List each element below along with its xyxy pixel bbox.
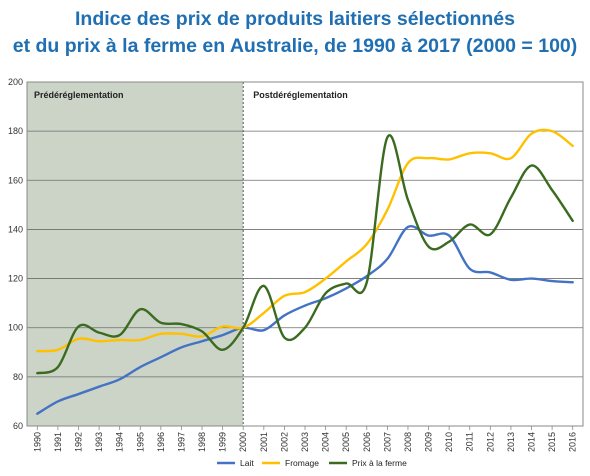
y-tick-label: 200 <box>8 77 23 87</box>
series-line-fromage <box>36 128 574 353</box>
x-tick-label: 2010 <box>444 432 454 452</box>
x-tick-label: 2012 <box>485 432 495 452</box>
y-tick-label: 160 <box>8 175 23 185</box>
x-tick-label: 1998 <box>197 432 207 452</box>
series-line-prix-la-ferme <box>36 134 574 375</box>
chart-title-block: Indice des prix de produits laitiers sél… <box>0 6 590 60</box>
x-tick-label: 2003 <box>300 432 310 452</box>
x-tick-label: 2015 <box>547 432 557 452</box>
x-tick-label: 1995 <box>135 432 145 452</box>
x-tick-label: 1993 <box>94 432 104 452</box>
legend-label: Fromage <box>285 458 319 468</box>
x-tick-label: 2009 <box>424 432 434 452</box>
series-line-lait <box>36 224 574 415</box>
x-tick-label: 1996 <box>156 432 166 452</box>
region-0 <box>27 82 244 426</box>
x-tick-label: 1990 <box>32 432 42 452</box>
region-label-pre: Prédéréglementation <box>34 90 124 100</box>
x-tick-label: 2002 <box>279 432 289 452</box>
x-tick-label: 1999 <box>218 432 228 452</box>
x-tick-label: 1994 <box>115 432 125 452</box>
x-tick-label: 2007 <box>382 432 392 452</box>
x-tick-label: 2011 <box>465 432 475 451</box>
chart-title: Indice des prix de produits laitiers sél… <box>75 8 515 30</box>
y-tick-label: 100 <box>8 323 23 333</box>
x-tick-label: 2006 <box>362 432 372 452</box>
x-tick-label: 2013 <box>506 432 516 452</box>
legend-label: Prix à la ferme <box>352 458 407 468</box>
x-tick-label: 2001 <box>259 432 269 452</box>
x-tick-label: 2014 <box>527 432 537 452</box>
region-label-post: Postdéréglementation <box>253 90 348 100</box>
x-tick-label: 1991 <box>53 432 63 452</box>
y-tick-label: 140 <box>8 224 23 234</box>
x-tick-label: 2008 <box>403 432 413 452</box>
x-tick-label: 2005 <box>341 432 351 452</box>
x-tick-label: 2016 <box>568 432 578 452</box>
y-tick-label: 120 <box>8 274 23 284</box>
y-tick-label: 180 <box>8 126 23 136</box>
x-tick-label: 2004 <box>321 432 331 452</box>
x-tick-label: 1992 <box>73 432 83 452</box>
x-tick-label: 2000 <box>238 432 248 452</box>
chart-subtitle: et du prix à la ferme en Australie, de 1… <box>12 35 578 57</box>
legend-label: Lait <box>240 458 254 468</box>
x-tick-label: 1997 <box>176 432 186 452</box>
y-tick-label: 60 <box>13 421 23 431</box>
y-tick-label: 80 <box>13 372 23 382</box>
